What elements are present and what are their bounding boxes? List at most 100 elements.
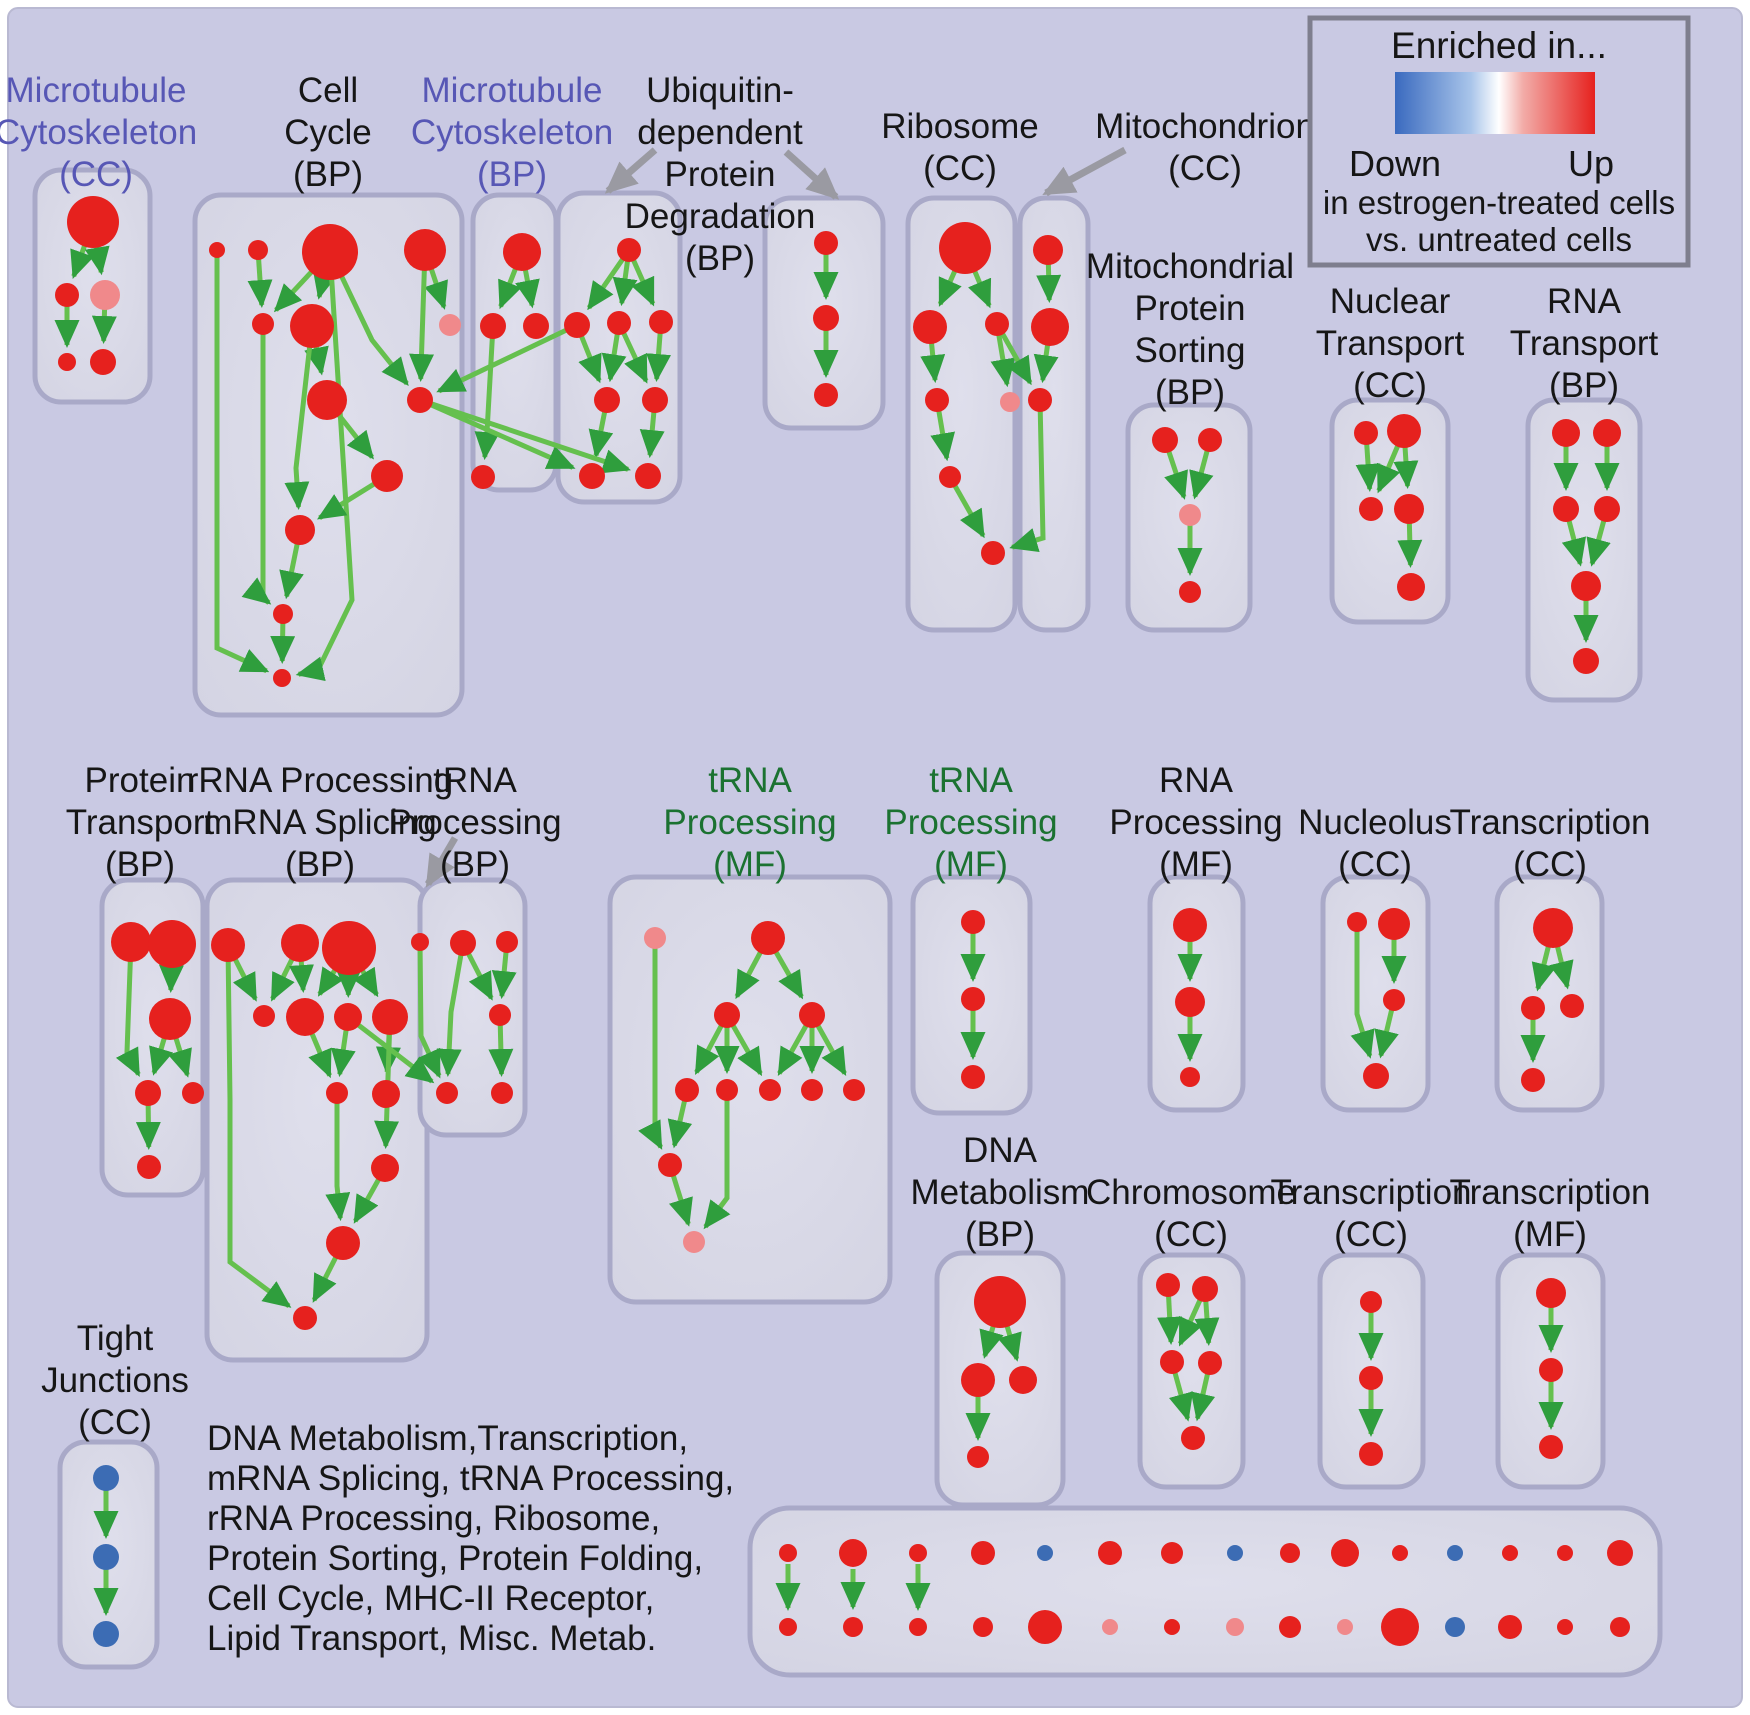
label-mtcc-line2: Cytoskeleton: [0, 113, 197, 152]
label-tcc2-line1: Transcription: [1271, 1173, 1472, 1212]
edge-rrna-q1-u3: [225, 944, 292, 1309]
node-tcc2-v1: [1360, 1291, 1382, 1313]
node-tmf-v2: [1539, 1358, 1563, 1382]
edge-ribo-e1-bot: [947, 475, 986, 539]
label-rnap-line2: Processing: [1109, 803, 1282, 842]
node-rnat-bt: [1573, 648, 1599, 674]
label-mtbp-line3: (BP): [477, 155, 547, 194]
edge-rrna-s1-u2: [325, 1093, 351, 1222]
label-dnam-line2: Metabolism: [911, 1173, 1090, 1212]
node-chrom-ml: [1160, 1350, 1184, 1374]
node-ubi1-c3: [649, 310, 673, 334]
node-ubi1-t: [617, 238, 641, 262]
label-cc-line2: Cycle: [284, 113, 372, 152]
node-ubi1-b1: [579, 463, 605, 489]
label-cc-line1: Cell: [298, 71, 358, 110]
node-bottom-col15-bottom: [1610, 1617, 1630, 1637]
node-nuct-bg: [1387, 414, 1421, 448]
label-nucl-line1: Nucleolus: [1298, 803, 1452, 842]
label-rnap-line1: RNA: [1159, 761, 1234, 800]
label-rrna-line1: rRNA Processing: [187, 761, 453, 800]
label-tbp-line1: tRNA: [433, 761, 517, 800]
node-cc-j: [273, 604, 293, 624]
node-bottom-col9-top: [1280, 1543, 1300, 1563]
label-tmf2-line3: (MF): [934, 845, 1008, 884]
node-tmf1-m1: [714, 1002, 740, 1028]
node-bottom-col15-top: [1607, 1540, 1633, 1566]
node-cc-c: [302, 224, 358, 280]
misc-clusters-text-line6: Lipid Transport, Misc. Metab.: [207, 1619, 656, 1658]
node-pt-t2: [148, 920, 196, 968]
node-rrna-q1: [211, 928, 245, 962]
node-rrna-r4: [372, 999, 408, 1035]
node-tj-v1: [93, 1465, 119, 1491]
node-bottom-col3-bottom: [909, 1618, 927, 1636]
node-tmf1-b3: [759, 1079, 781, 1101]
label-mtbp-line2: Cytoskeleton: [411, 113, 613, 152]
node-chrom-bt: [1181, 1426, 1205, 1450]
node-pt-mid: [149, 998, 191, 1040]
node-ubi2-v1: [814, 231, 838, 255]
label-dnam-line1: DNA: [963, 1131, 1038, 1170]
label-pt-line2: Transport: [66, 803, 215, 842]
node-bottom-col10-top: [1331, 1539, 1359, 1567]
node-ubi2-v2: [813, 305, 839, 331]
label-tmf-line1: Transcription: [1450, 1173, 1651, 1212]
node-tmf1-pb: [683, 1231, 705, 1253]
node-mps-l: [1152, 427, 1178, 453]
edge-tmf1-pt-lw: [638, 938, 664, 1150]
node-rrna-u3: [293, 1306, 317, 1330]
label-ribo-line2: (CC): [923, 149, 997, 188]
node-bottom-col14-bottom: [1557, 1619, 1573, 1635]
node-mito-t: [1033, 235, 1063, 265]
node-tmf2-v3: [961, 1065, 985, 1089]
node-bottom-col6-top: [1098, 1541, 1122, 1565]
node-ribo-c2: [985, 312, 1009, 336]
edge-cc-c-hub: [327, 250, 409, 386]
label-dnam-line3: (BP): [965, 1215, 1035, 1254]
node-cc-d: [404, 229, 446, 271]
node-rnap-v1: [1173, 908, 1207, 942]
node-cc-h: [371, 460, 403, 492]
node-mito-hub: [1028, 388, 1052, 412]
node-mtcc-c: [90, 280, 120, 310]
cross-edge-ubi1-c1-cc-hub: [436, 322, 579, 394]
label-rnat-line2: Transport: [1510, 324, 1659, 363]
misc-clusters-text-line4: Protein Sorting, Protein Folding,: [207, 1539, 703, 1578]
label-tcc-line2: (CC): [1513, 845, 1587, 884]
node-ubi1-c1: [564, 312, 590, 338]
node-tmf1-lw: [658, 1153, 682, 1177]
node-bottom-col7-bottom: [1164, 1619, 1180, 1635]
edge-tmf1-b2-pb: [703, 1090, 731, 1230]
label-mito-line1: Mitochondrion: [1095, 107, 1315, 146]
cross-edge-cc-hub-ubi1-b2: [419, 397, 631, 474]
label-rnat-line3: (BP): [1549, 366, 1619, 405]
edge-nucl-ns-nbt: [1350, 922, 1375, 1059]
node-tmf1-b4: [801, 1079, 823, 1101]
node-bottom-col12-top: [1447, 1545, 1463, 1561]
edge-tbp-tb1-tbl: [436, 942, 466, 1078]
pointer-arrow-ubiquitin-left: [604, 147, 658, 194]
label-nuct-line3: (CC): [1353, 366, 1427, 405]
node-rnat-ml: [1553, 496, 1579, 522]
cross-edge-mito-hub-ribo-bot: [1009, 399, 1046, 553]
label-mps-line2: Protein: [1135, 289, 1246, 328]
node-chrom-tr: [1192, 1276, 1218, 1302]
label-rnap-line3: (MF): [1159, 845, 1233, 884]
node-ubi1-m1: [594, 387, 620, 413]
node-tbp-tbl: [436, 1082, 458, 1104]
node-tmf-v1: [1536, 1278, 1566, 1308]
label-tmf-line2: (MF): [1513, 1215, 1587, 1254]
edge-cc-f-i: [284, 325, 315, 511]
node-mtbp-c1: [480, 313, 506, 339]
label-tmf2-line1: tRNA: [929, 761, 1013, 800]
label-ubi-line4: Degradation: [625, 197, 816, 236]
label-tcc-line1: Transcription: [1450, 803, 1651, 842]
label-nuct-line1: Nuclear: [1330, 282, 1451, 321]
label-tj-line2: Junctions: [41, 1361, 189, 1400]
node-pt-l1: [135, 1080, 161, 1106]
node-bottom-col10-bottom: [1337, 1619, 1353, 1635]
label-rrna-line2: mRNA Splicing: [203, 803, 436, 842]
node-tcc-bt: [1521, 1068, 1545, 1092]
node-rnat-tl: [1552, 419, 1580, 447]
